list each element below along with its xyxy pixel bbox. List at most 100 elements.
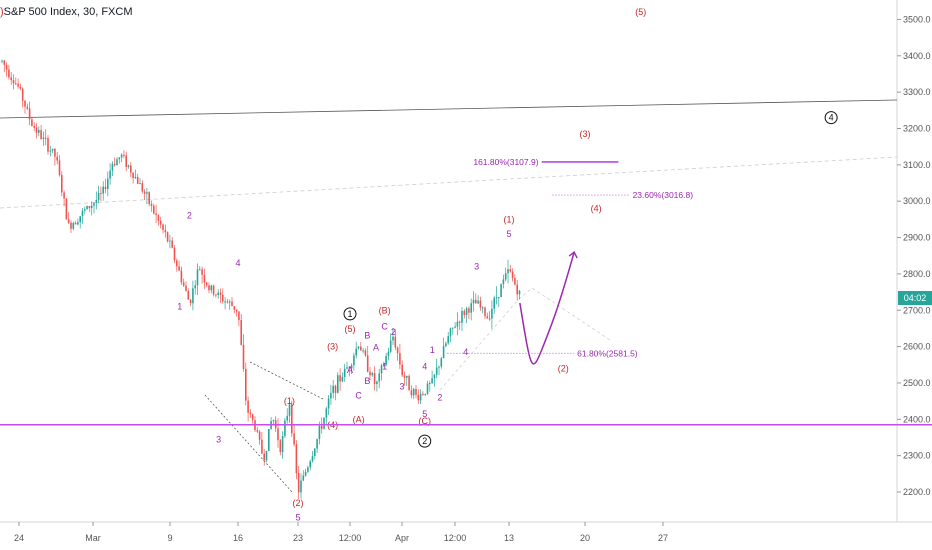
candle-body: [332, 385, 334, 393]
candle-body: [3, 60, 6, 65]
candle-body: [222, 294, 224, 302]
x-tick-label: 12:00: [339, 533, 362, 543]
candle-body: [417, 394, 420, 401]
candle-body: [210, 285, 213, 291]
candle-body: [484, 307, 486, 317]
candle-body: [353, 355, 355, 366]
candle-body: [307, 467, 309, 472]
clipped-glyph: ): [0, 6, 4, 18]
wave-label: 2: [422, 436, 427, 446]
candle-body: [245, 368, 247, 401]
candle-body: [49, 150, 52, 152]
candle-body: [516, 284, 518, 295]
wave-label: (4): [591, 203, 602, 213]
candle-body: [215, 294, 217, 296]
candle-body: [162, 224, 164, 230]
candle-body: [394, 336, 397, 348]
candle-body: [348, 367, 351, 369]
candle-body: [477, 300, 479, 304]
candle-body: [369, 371, 371, 376]
candle-body: [314, 448, 316, 457]
candle-body: [263, 453, 265, 461]
candle-body: [320, 425, 323, 429]
candle-body: [447, 336, 449, 344]
candle-body: [219, 292, 222, 295]
wave-label: C: [355, 391, 362, 401]
candle-body: [208, 285, 210, 291]
candle-body: [406, 375, 408, 378]
candle-body: [196, 269, 199, 286]
resistance-trendline: [0, 99, 898, 119]
y-tick-label: 3100.0: [903, 160, 931, 170]
candle-body: [171, 240, 173, 248]
candle-body: [256, 430, 259, 432]
y-tick-label: 3000.0: [903, 196, 931, 206]
candle-body: [362, 350, 364, 352]
candle-body: [249, 412, 252, 415]
candle-body: [67, 219, 70, 223]
candle-body: [155, 213, 157, 216]
candle-body: [17, 83, 19, 87]
wave-label: 4: [422, 362, 427, 372]
x-tick-label: 23: [293, 533, 303, 543]
fib-level-label: 161.80%(3107.9): [473, 157, 538, 167]
candle-body: [500, 284, 502, 298]
candle-body: [334, 385, 337, 393]
candle-body: [136, 176, 139, 184]
candle-body: [38, 130, 40, 133]
candle-body: [54, 148, 56, 157]
candle-body: [199, 269, 201, 271]
wave-label: (2): [558, 363, 569, 373]
candle-body: [187, 290, 190, 300]
candle-body: [19, 86, 22, 89]
candle-body: [288, 404, 291, 416]
candle-body: [435, 367, 438, 375]
candle-body: [327, 398, 330, 409]
candle-body: [300, 480, 302, 493]
last-price-tag-text: 04:02: [903, 292, 927, 303]
candle-body: [493, 297, 495, 309]
candle-body: [383, 364, 385, 366]
x-tick-label: 9: [167, 533, 172, 543]
candle-body: [182, 282, 185, 286]
candle-body: [385, 355, 387, 365]
candle-body: [157, 215, 160, 221]
candle-body: [247, 400, 249, 413]
candle-body: [134, 176, 137, 179]
candle-body: [150, 204, 153, 206]
candle-body: [438, 366, 440, 368]
candle-body: [90, 205, 93, 209]
y-tick-label: 3300.0: [903, 87, 931, 97]
candle-body: [228, 301, 231, 303]
projection-curve: [519, 251, 575, 365]
candle-body: [415, 388, 417, 395]
candle-body: [509, 269, 512, 272]
annotation-lines: [0, 99, 898, 493]
wave-label: 5: [422, 409, 427, 419]
candle-body: [272, 420, 275, 422]
candle-body: [238, 311, 240, 321]
candle-body: [291, 404, 293, 434]
wave-label: 4: [463, 347, 468, 357]
candle-body: [63, 192, 65, 199]
candle-body: [130, 165, 132, 173]
candle-body: [429, 383, 431, 385]
candle-body: [125, 155, 127, 167]
candle-body: [431, 378, 433, 384]
candle-body: [240, 320, 242, 345]
wave-label: 1: [430, 345, 435, 355]
wave-label: 1: [347, 309, 352, 319]
candle-body: [100, 193, 102, 195]
wave-label: B: [364, 376, 370, 386]
candle-body: [1, 60, 3, 62]
candle-body: [79, 216, 81, 223]
candle-body: [323, 417, 325, 429]
candle-body: [472, 299, 475, 304]
wave-label: C: [381, 322, 388, 332]
candle-body: [366, 355, 369, 372]
wedge-lower-line: [204, 394, 293, 493]
candle-body: [389, 340, 392, 352]
candle-body: [97, 193, 100, 200]
